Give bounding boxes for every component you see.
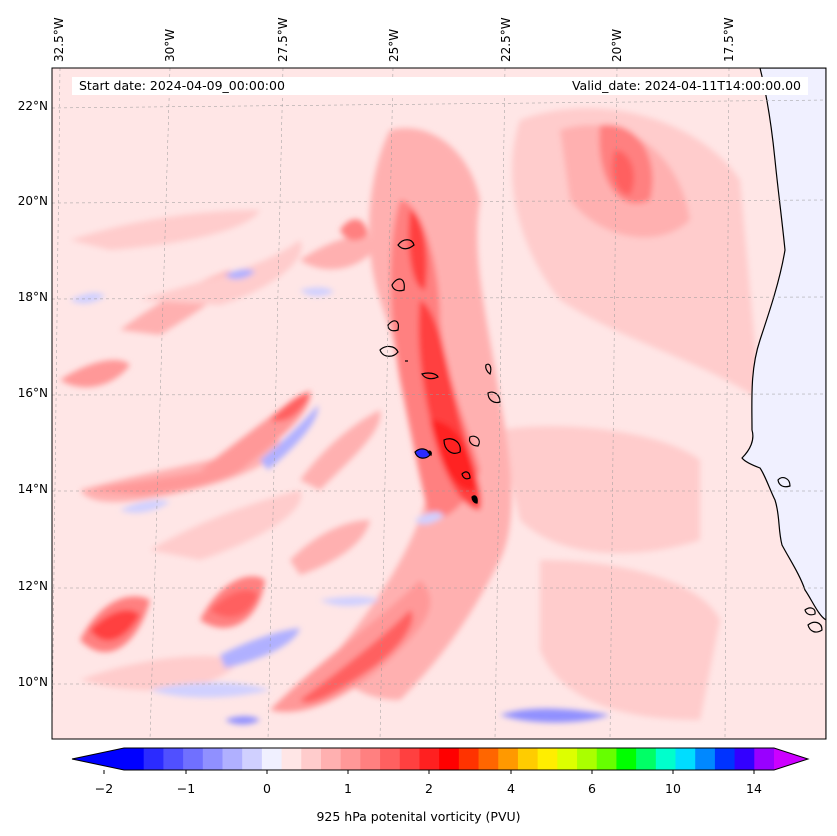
colorbar-segment [577, 748, 598, 770]
colorbar-segment [695, 748, 716, 770]
island-outlines [379, 239, 823, 633]
colorbar-label: 925 hPa potenital vorticity (PVU) [316, 809, 521, 824]
colorbar-extend-max [774, 748, 808, 770]
cb-tick-label: 14 [746, 781, 762, 796]
africa-land [741, 68, 826, 739]
lon-label-20w: 20°W [610, 28, 624, 62]
colorbar [71, 747, 810, 774]
colorbar-segment [143, 748, 164, 770]
colorbar-segment [537, 748, 558, 770]
colorbar-segment [675, 748, 696, 770]
colorbar-segment [714, 748, 736, 770]
cb-tick-label: 1 [344, 781, 352, 796]
colorbar-segment [734, 748, 755, 770]
lat-label-22n: 22°N [17, 99, 48, 113]
colorbar-segment [124, 748, 145, 770]
pv-contours [60, 108, 760, 725]
cb-tick-label: −2 [94, 781, 114, 796]
cb-tick-label: 0 [263, 781, 271, 796]
valid-date-text: Valid_date: 2024-04-11T14:00:00.00 [571, 78, 801, 93]
lon-label-27-5w: 27.5°W [276, 17, 290, 62]
colorbar-extend-min [72, 748, 124, 770]
colorbar-segment [636, 748, 657, 770]
map-gridlines [52, 68, 826, 739]
colorbar-segment [360, 748, 381, 770]
lat-label-14n: 14°N [17, 482, 48, 496]
colorbar-segment [754, 748, 775, 770]
colorbar-segment [261, 748, 283, 770]
colorbar-segment [596, 748, 617, 770]
start-date-text: Start date: 2024-04-09_00:00:00 [79, 78, 285, 93]
cb-tick-label: 4 [507, 781, 515, 796]
lon-label-30w: 30°W [163, 28, 177, 62]
colorbar-segment [380, 748, 401, 770]
colorbar-segment [183, 748, 204, 770]
colorbar-segment [439, 748, 460, 770]
lat-label-20n: 20°N [17, 194, 48, 208]
colorbar-segment [616, 748, 637, 770]
colorbar-segment [320, 748, 342, 770]
cb-tick-label: 10 [665, 781, 681, 796]
colorbar-segment [301, 748, 322, 770]
date-header: Start date: 2024-04-09_00:00:00 Valid_da… [72, 77, 808, 95]
colorbar-segment [419, 748, 440, 770]
lon-label-32-5w: 32.5°W [52, 17, 66, 62]
map-frame [51, 67, 827, 740]
colorbar-segment [655, 748, 677, 770]
cb-tick-label: −1 [176, 781, 196, 796]
colorbar-segment [498, 748, 519, 770]
lat-label-18n: 18°N [17, 290, 48, 304]
colorbar-segment [340, 748, 361, 770]
cb-tick-label: 6 [588, 781, 596, 796]
lon-label-22-5w: 22.5°W [499, 17, 513, 62]
colorbar-segment [163, 748, 184, 770]
colorbar-segment [399, 748, 420, 770]
colorbar-outline [71, 747, 810, 771]
colorbar-segment [557, 748, 578, 770]
lon-label-17-5w: 17.5°W [722, 17, 736, 62]
colorbar-segment [242, 748, 263, 770]
colorbar-segment [281, 748, 302, 770]
colorbar-segment [202, 748, 223, 770]
lat-label-16n: 16°N [17, 386, 48, 400]
colorbar-segment [517, 748, 539, 770]
cb-tick-label: 2 [425, 781, 433, 796]
colorbar-segment [478, 748, 499, 770]
lat-label-12n: 12°N [17, 579, 48, 593]
colorbar-segment [458, 748, 480, 770]
lon-label-25w: 25°W [387, 28, 401, 62]
colorbar-segment [222, 748, 243, 770]
lat-label-10n: 10°N [17, 675, 48, 689]
